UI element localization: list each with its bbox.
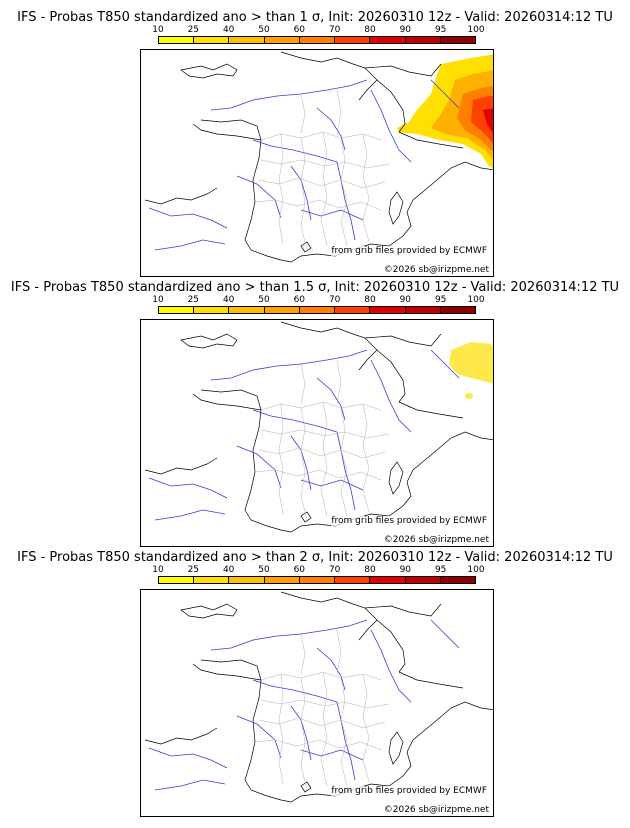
- copyright-credit: ©2026 sb@irizpme.net: [383, 265, 489, 275]
- colorbar-swatch: [370, 577, 406, 583]
- map-svg: [144, 51, 493, 263]
- probability-colorbar: 10 25 40 50 60 70 80 90 95 100: [152, 295, 485, 317]
- map-panel-3: IFS - Probas T850 standardized ano > tha…: [0, 540, 630, 817]
- colorbar-swatch: [370, 37, 406, 43]
- colorbar-label: 25: [187, 295, 200, 305]
- colorbar-swatch: [264, 307, 300, 313]
- colorbar-label: 95: [434, 295, 447, 305]
- colorbar-label: 40: [222, 565, 235, 575]
- copyright-credit: ©2026 sb@irizpme.net: [383, 805, 489, 815]
- probability-shading: [449, 342, 493, 399]
- map-title: IFS - Probas T850 standardized ano > tha…: [17, 10, 613, 25]
- colorbar-label: 25: [187, 565, 200, 575]
- colorbar-label: 100: [467, 295, 485, 305]
- coastlines: [144, 51, 493, 263]
- data-source-credit: from grib files provided by ECMWF: [331, 246, 487, 256]
- colorbar-label: 70: [328, 25, 341, 35]
- france-map: from grib files provided by ECMWF ©2026 …: [140, 49, 494, 277]
- colorbar-swatch: [194, 577, 230, 583]
- map-panel-1: IFS - Probas T850 standardized ano > tha…: [0, 0, 630, 277]
- colorbar-swatch: [335, 37, 371, 43]
- rivers: [148, 79, 460, 251]
- colorbar-label: 90: [399, 295, 412, 305]
- colorbar-swatch: [440, 37, 475, 43]
- colorbar-swatch: [229, 577, 265, 583]
- colorbar-label: 80: [364, 295, 376, 305]
- colorbar-labels: 10 25 40 50 60 70 80 90 95 100: [152, 565, 484, 576]
- colorbar-swatch: [440, 577, 475, 583]
- colorbar-swatch: [440, 307, 475, 313]
- colorbar-swatch: [335, 307, 371, 313]
- departement-boundaries: [254, 89, 390, 251]
- map-title: IFS - Probas T850 standardized ano > tha…: [17, 550, 613, 565]
- colorbar-label: 80: [364, 565, 376, 575]
- colorbar-labels: 10 25 40 50 60 70 80 90 95 100: [152, 25, 484, 36]
- probability-colorbar: 10 25 40 50 60 70 80 90 95 100: [152, 565, 485, 587]
- colorbar-label: 70: [328, 565, 341, 575]
- colorbar-label: 80: [364, 25, 376, 35]
- colorbar-label: 40: [222, 295, 235, 305]
- data-source-credit: from grib files provided by ECMWF: [331, 786, 487, 796]
- coastlines: [144, 321, 493, 533]
- colorbar-label: 40: [222, 25, 235, 35]
- rivers: [148, 349, 460, 521]
- colorbar-swatch: [229, 37, 265, 43]
- departement-boundaries: [254, 359, 390, 521]
- map-panel-2: IFS - Probas T850 standardized ano > tha…: [0, 270, 630, 547]
- colorbar-swatch: [194, 37, 230, 43]
- france-map: from grib files provided by ECMWF ©2026 …: [140, 319, 494, 547]
- map-title: IFS - Probas T850 standardized ano > tha…: [10, 280, 620, 295]
- colorbar-swatch: [229, 307, 265, 313]
- map-svg: [144, 321, 493, 533]
- rivers: [148, 619, 460, 791]
- colorbar-swatch: [159, 37, 195, 43]
- colorbar-swatch: [299, 577, 336, 583]
- colorbar-swatch: [299, 37, 336, 43]
- colorbar-swatch: [405, 307, 441, 313]
- colorbar-label: 60: [293, 25, 306, 35]
- colorbar-swatch: [335, 577, 371, 583]
- data-source-credit: from grib files provided by ECMWF: [331, 516, 487, 526]
- colorbar-label: 10: [152, 295, 164, 305]
- colorbar-label: 10: [152, 565, 164, 575]
- colorbar-label: 25: [187, 25, 200, 35]
- colorbar-swatch: [264, 577, 300, 583]
- colorbar-label: 70: [328, 295, 341, 305]
- colorbar-label: 95: [434, 25, 447, 35]
- copyright-credit: ©2026 sb@irizpme.net: [383, 535, 489, 545]
- france-map: from grib files provided by ECMWF ©2026 …: [140, 589, 494, 817]
- colorbar-labels: 10 25 40 50 60 70 80 90 95 100: [152, 295, 484, 306]
- colorbar-label: 60: [293, 295, 306, 305]
- colorbar-label: 10: [152, 25, 164, 35]
- colorbar-label: 50: [258, 295, 270, 305]
- colorbar-label: 95: [434, 565, 447, 575]
- colorbar-swatch: [264, 37, 300, 43]
- colorbar-swatch: [370, 307, 406, 313]
- colorbar-label: 50: [258, 565, 270, 575]
- colorbar-swatch: [159, 307, 195, 313]
- probability-shading: [397, 54, 493, 169]
- colorbar-swatch: [405, 577, 441, 583]
- colorbar-swatches: [158, 36, 476, 44]
- colorbar-label: 90: [399, 25, 412, 35]
- colorbar-swatch: [194, 307, 230, 313]
- colorbar-swatches: [158, 576, 476, 584]
- colorbar-label: 100: [467, 565, 485, 575]
- colorbar-swatch: [299, 307, 336, 313]
- colorbar-swatch: [405, 37, 441, 43]
- colorbar-swatches: [158, 306, 476, 314]
- colorbar-label: 100: [467, 25, 485, 35]
- colorbar-label: 90: [399, 565, 412, 575]
- departement-boundaries: [254, 629, 390, 791]
- map-svg: [144, 591, 493, 803]
- probability-colorbar: 10 25 40 50 60 70 80 90 95 100: [152, 25, 485, 47]
- colorbar-label: 50: [258, 25, 270, 35]
- colorbar-swatch: [159, 577, 195, 583]
- colorbar-label: 60: [293, 565, 306, 575]
